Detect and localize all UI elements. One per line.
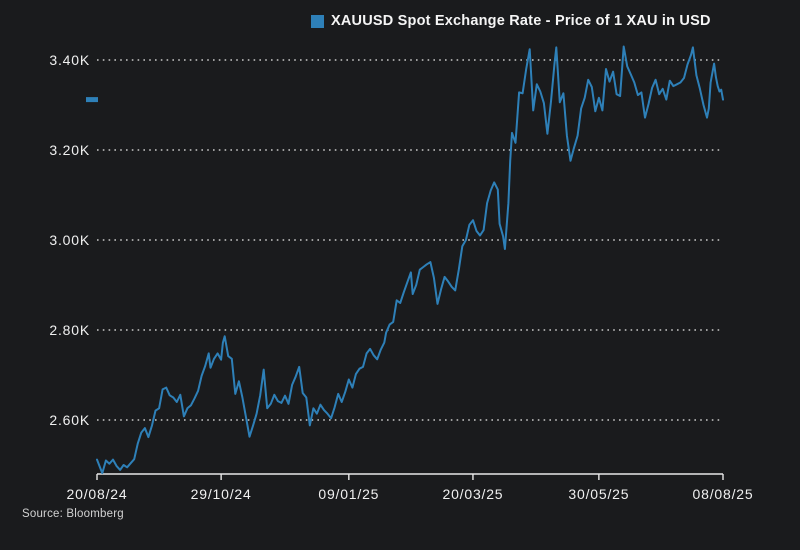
x-axis-label: 20/08/24 (66, 486, 128, 502)
source-note: Source: Bloomberg (22, 508, 124, 520)
y-axis-label: 3.00K (49, 232, 90, 248)
x-axis-label: 29/10/24 (190, 486, 252, 502)
price-line[interactable] (96, 45, 724, 475)
legend-label: XAUUSD Spot Exchange Rate - Price of 1 X… (331, 13, 711, 29)
last-price-marker (86, 97, 98, 103)
legend: XAUUSD Spot Exchange Rate - Price of 1 X… (311, 13, 711, 29)
x-axis-label: 09/01/25 (318, 486, 380, 502)
y-axis-label: 2.60K (49, 412, 90, 428)
legend-swatch-icon (311, 14, 324, 28)
y-axis-label: 3.40K (49, 52, 90, 68)
y-axis-label: 2.80K (49, 322, 90, 338)
x-axis-label: 20/03/25 (442, 486, 504, 502)
y-axis-label: 3.20K (49, 142, 90, 158)
x-axis-label: 08/08/25 (692, 486, 754, 502)
x-axis-label: 30/05/25 (568, 486, 630, 502)
